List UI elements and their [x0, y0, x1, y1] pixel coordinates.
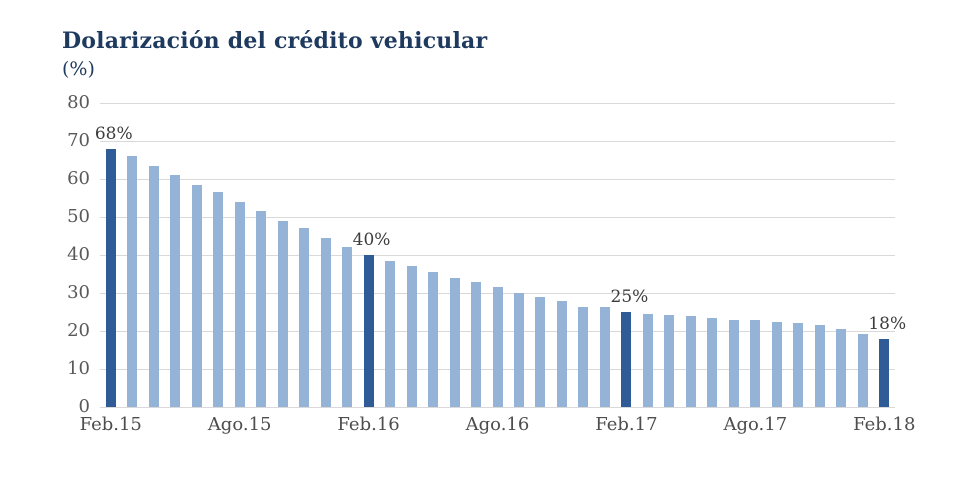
bar-Oct.16	[535, 296, 546, 407]
bar-Feb.18	[879, 338, 890, 407]
y-tick-label-50: 50	[67, 206, 90, 227]
data-label-Feb.18: 18%	[868, 313, 907, 334]
y-tick-label-40: 40	[67, 244, 90, 265]
y-tick-label-0: 0	[78, 396, 90, 417]
bar-May.17	[685, 315, 696, 407]
x-tick-label-Ago.16: Ago.16	[465, 414, 530, 435]
bar-Ago.15	[234, 201, 245, 407]
bar-Oct.15	[277, 220, 288, 407]
bar-Jul.15	[213, 192, 224, 407]
bar-Ago.17	[750, 320, 761, 407]
data-label-Feb.17: 25%	[610, 287, 649, 307]
bar-Dic.17	[836, 329, 847, 407]
gridline-y0	[100, 407, 895, 408]
bar-Jun.15	[191, 184, 202, 407]
data-label-Feb.15: 68%	[94, 123, 133, 144]
bar-Ene.16	[342, 247, 353, 407]
bar-Jun.17	[707, 317, 718, 407]
gridline-y50	[100, 217, 895, 218]
bar-Ago.16	[492, 287, 503, 407]
gridline-y60	[100, 179, 895, 180]
bar-Feb.17	[621, 312, 632, 407]
bar-Mar.15	[127, 156, 138, 407]
x-tick-label-Feb.16: Feb.16	[337, 414, 400, 435]
bar-Dic.15	[320, 237, 331, 407]
bar-Abr.15	[148, 165, 159, 407]
bar-Jul.17	[728, 319, 739, 407]
data-label-Feb.16: 40%	[352, 230, 391, 250]
bar-Feb.15	[105, 148, 116, 407]
x-tick-label-Feb.15: Feb.15	[79, 414, 142, 435]
bar-Ene.18	[857, 334, 868, 407]
bar-Feb.16	[363, 255, 374, 407]
x-tick-label-Feb.17: Feb.17	[595, 414, 658, 435]
gridline-y70	[100, 141, 895, 142]
bar-Mar.16	[385, 260, 396, 407]
bar-Nov.16	[556, 300, 567, 407]
plot-area	[100, 103, 895, 408]
chart-units-label: (%)	[62, 58, 95, 80]
bar-Sep.17	[771, 321, 782, 407]
chart-title: Dolarización del crédito vehicular	[62, 28, 488, 54]
y-tick-label-20: 20	[67, 320, 90, 341]
x-tick-label-Ago.17: Ago.17	[723, 414, 788, 435]
y-tick-label-70: 70	[67, 130, 90, 151]
bar-Nov.15	[299, 228, 310, 407]
y-tick-label-30: 30	[67, 282, 90, 303]
y-tick-label-60: 60	[67, 168, 90, 189]
bar-Ene.17	[599, 307, 610, 407]
gridline-y40	[100, 255, 895, 256]
bar-Oct.17	[793, 322, 804, 407]
bar-Nov.17	[814, 324, 825, 407]
gridline-y80	[100, 103, 895, 104]
bar-Dic.16	[578, 307, 589, 407]
y-tick-label-10: 10	[67, 358, 90, 379]
y-tick-label-80: 80	[67, 92, 90, 113]
bar-May.16	[428, 272, 439, 407]
x-tick-label-Feb.18: Feb.18	[853, 414, 916, 435]
bar-Sep.15	[256, 211, 267, 407]
bar-May.15	[170, 175, 181, 407]
bar-Mar.17	[642, 313, 653, 407]
bar-Abr.16	[406, 266, 417, 407]
bar-Jun.16	[449, 277, 460, 407]
bar-Jul.16	[471, 281, 481, 407]
bar-Sep.16	[513, 293, 524, 407]
bar-Abr.17	[664, 314, 675, 407]
x-tick-label-Ago.15: Ago.15	[207, 414, 272, 435]
